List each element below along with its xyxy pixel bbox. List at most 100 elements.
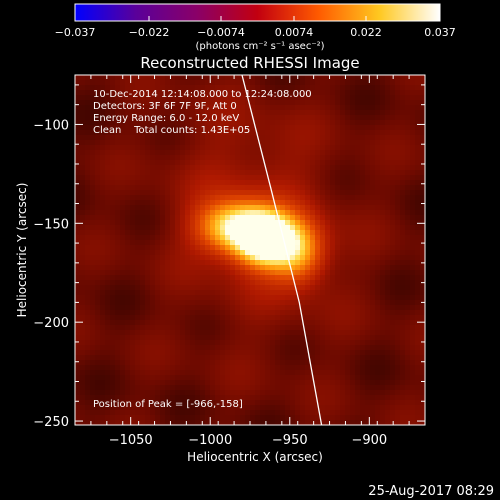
heatmap-cell bbox=[325, 130, 331, 136]
heatmap-cell bbox=[255, 365, 261, 371]
heatmap-cell bbox=[170, 250, 176, 256]
heatmap-cell bbox=[100, 320, 106, 326]
heatmap-cell bbox=[160, 150, 166, 156]
heatmap-cell bbox=[375, 385, 381, 391]
heatmap-cell bbox=[115, 100, 121, 106]
heatmap-cell bbox=[275, 110, 281, 116]
heatmap-cell bbox=[175, 365, 181, 371]
heatmap-cell bbox=[115, 105, 121, 111]
heatmap-cell bbox=[160, 335, 166, 341]
heatmap-cell bbox=[360, 215, 366, 221]
heatmap-cell bbox=[235, 170, 241, 176]
heatmap-cell bbox=[105, 270, 111, 276]
heatmap-cell bbox=[150, 85, 156, 91]
heatmap-cell bbox=[100, 300, 106, 306]
heatmap-cell bbox=[85, 330, 91, 336]
heatmap-cell bbox=[160, 405, 166, 411]
heatmap-cell bbox=[230, 370, 236, 376]
heatmap-cell bbox=[210, 310, 216, 316]
heatmap-cell bbox=[380, 335, 386, 341]
heatmap-cell bbox=[80, 400, 86, 406]
heatmap-cell bbox=[190, 125, 196, 131]
heatmap-cell bbox=[75, 360, 81, 366]
heatmap-cell bbox=[90, 200, 96, 206]
heatmap-cell bbox=[110, 370, 116, 376]
heatmap-cell bbox=[355, 245, 361, 251]
heatmap-cell bbox=[205, 315, 211, 321]
heatmap-cell bbox=[200, 280, 206, 286]
heatmap-cell bbox=[210, 105, 216, 111]
heatmap-cell bbox=[395, 385, 401, 391]
heatmap-cell bbox=[365, 155, 371, 161]
heatmap-cell bbox=[195, 330, 201, 336]
heatmap-cell bbox=[135, 80, 141, 86]
heatmap-cell bbox=[185, 385, 191, 391]
heatmap-cell bbox=[380, 350, 386, 356]
heatmap-cell bbox=[305, 355, 311, 361]
heatmap-cell bbox=[110, 80, 116, 86]
heatmap-cell bbox=[200, 325, 206, 331]
heatmap-cell bbox=[190, 75, 196, 81]
heatmap-cell bbox=[270, 185, 276, 191]
heatmap-cell bbox=[260, 145, 266, 151]
heatmap-cell bbox=[230, 125, 236, 131]
heatmap-cell bbox=[125, 120, 131, 126]
heatmap-cell bbox=[370, 410, 376, 416]
heatmap-cell bbox=[230, 375, 236, 381]
heatmap-cell bbox=[165, 290, 171, 296]
heatmap-cell bbox=[410, 225, 416, 231]
heatmap-cell bbox=[270, 270, 276, 276]
heatmap-cell bbox=[345, 145, 351, 151]
heatmap-cell bbox=[200, 310, 206, 316]
heatmap-cell bbox=[80, 320, 86, 326]
heatmap-cell bbox=[335, 180, 341, 186]
heatmap-cell bbox=[420, 160, 425, 166]
heatmap-cell bbox=[260, 170, 266, 176]
heatmap-cell bbox=[95, 150, 101, 156]
heatmap-cell bbox=[85, 85, 91, 91]
heatmap-cell bbox=[150, 125, 156, 131]
colorbar-tick-label: −0.0074 bbox=[197, 26, 245, 39]
heatmap-cell bbox=[265, 260, 271, 266]
heatmap-cell bbox=[150, 115, 156, 121]
heatmap-cell bbox=[80, 290, 86, 296]
heatmap-cell bbox=[175, 265, 181, 271]
heatmap-cell bbox=[250, 250, 256, 256]
heatmap-cell bbox=[335, 85, 341, 91]
heatmap-cell bbox=[215, 295, 221, 301]
heatmap-cell bbox=[330, 355, 336, 361]
heatmap-cell bbox=[325, 210, 331, 216]
heatmap-cell bbox=[180, 140, 186, 146]
heatmap-cell bbox=[220, 215, 226, 221]
heatmap-cell bbox=[175, 205, 181, 211]
heatmap-cell bbox=[270, 245, 276, 251]
heatmap-cell bbox=[165, 215, 171, 221]
heatmap-cell bbox=[100, 175, 106, 181]
heatmap-cell bbox=[135, 215, 141, 221]
heatmap-cell bbox=[375, 200, 381, 206]
heatmap-cell bbox=[380, 115, 386, 121]
heatmap-cell bbox=[290, 180, 296, 186]
heatmap-cell bbox=[410, 130, 416, 136]
heatmap-cell bbox=[420, 230, 425, 236]
heatmap-cell bbox=[260, 90, 266, 96]
heatmap-cell bbox=[400, 145, 406, 151]
heatmap-cell bbox=[185, 200, 191, 206]
heatmap-cell bbox=[335, 100, 341, 106]
heatmap-cell bbox=[145, 350, 151, 356]
heatmap-cell bbox=[145, 240, 151, 246]
heatmap-cell bbox=[285, 365, 291, 371]
heatmap-cell bbox=[395, 80, 401, 86]
heatmap-cell bbox=[240, 105, 246, 111]
heatmap-cell bbox=[155, 420, 161, 425]
heatmap-cell bbox=[375, 290, 381, 296]
heatmap-cell bbox=[85, 380, 91, 386]
heatmap-cell bbox=[125, 225, 131, 231]
heatmap-cell bbox=[220, 355, 226, 361]
heatmap-cell bbox=[235, 410, 241, 416]
heatmap-cell bbox=[265, 135, 271, 141]
heatmap-cell bbox=[355, 330, 361, 336]
heatmap-cell bbox=[95, 380, 101, 386]
heatmap-cell bbox=[190, 205, 196, 211]
heatmap-cell bbox=[140, 420, 146, 425]
